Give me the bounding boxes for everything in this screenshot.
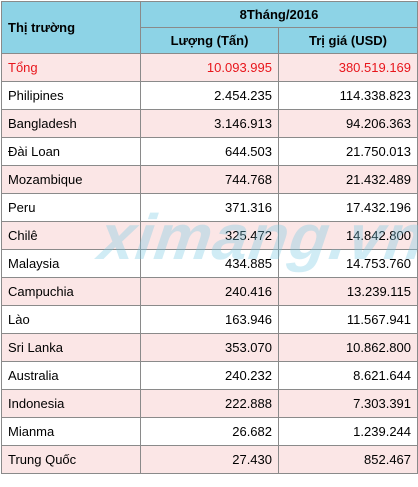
volume-column-header: Lượng (Tấn) [140, 27, 279, 54]
value-cell: 7.303.391 [277, 389, 418, 418]
value-cell: 13.239.115 [277, 277, 418, 306]
value-cell: 114.338.823 [277, 81, 418, 110]
volume-cell: 10.093.995 [140, 53, 279, 82]
table-row: Trung Quốc 27.430 852.467 [1, 445, 418, 474]
value-cell: 852.467 [277, 445, 418, 474]
table-row: Mozambique 744.768 21.432.489 [1, 165, 418, 194]
market-cell: Mianma [1, 417, 141, 446]
volume-cell: 240.232 [140, 361, 279, 390]
period-header: 8Tháng/2016 [139, 1, 418, 28]
table-row: Đài Loan 644.503 21.750.013 [1, 137, 418, 166]
volume-cell: 240.416 [140, 277, 279, 306]
market-cell: Peru [1, 193, 141, 222]
market-cell: Bangladesh [1, 109, 141, 138]
market-cell: Philipines [1, 81, 141, 110]
volume-cell: 744.768 [140, 165, 279, 194]
total-row: Tổng 10.093.995 380.519.169 [1, 53, 418, 82]
volume-cell: 3.146.913 [140, 109, 279, 138]
table-row: Peru 371.316 17.432.196 [1, 193, 418, 222]
value-cell: 14.842.800 [277, 221, 418, 250]
value-column-header: Trị giá (USD) [277, 27, 418, 54]
market-cell: Malaysia [1, 249, 141, 278]
volume-cell: 644.503 [140, 137, 279, 166]
volume-cell: 163.946 [140, 305, 279, 334]
value-cell: 10.862.800 [277, 333, 418, 362]
market-cell: Indonesia [1, 389, 141, 418]
market-cell: Tổng [1, 53, 141, 82]
table-row: Chilê 325.472 14.842.800 [1, 221, 418, 250]
volume-cell: 26.682 [140, 417, 279, 446]
value-cell: 14.753.760 [277, 249, 418, 278]
export-market-table: Thị trường 8Tháng/2016 Lượng (Tấn) Trị g… [1, 1, 418, 474]
value-cell: 8.621.644 [277, 361, 418, 390]
value-cell: 17.432.196 [277, 193, 418, 222]
table-row: Campuchia 240.416 13.239.115 [1, 277, 418, 306]
value-cell: 94.206.363 [277, 109, 418, 138]
table-row: Bangladesh 3.146.913 94.206.363 [1, 109, 418, 138]
market-cell: Sri Lanka [1, 333, 141, 362]
value-cell: 380.519.169 [277, 53, 418, 82]
table-body: Tổng 10.093.995 380.519.169 Philipines 2.454… [1, 53, 418, 474]
market-cell: Lào [1, 305, 141, 334]
volume-cell: 2.454.235 [140, 81, 279, 110]
table-row: Australia 240.232 8.621.644 [1, 361, 418, 390]
table-row: Lào 163.946 11.567.941 [1, 305, 418, 334]
table-row: Indonesia 222.888 7.303.391 [1, 389, 418, 418]
volume-cell: 222.888 [140, 389, 279, 418]
table-row: Sri Lanka 353.070 10.862.800 [1, 333, 418, 362]
volume-cell: 27.430 [140, 445, 279, 474]
market-column-header: Thị trường [1, 1, 141, 54]
volume-cell: 434.885 [140, 249, 279, 278]
value-cell: 21.750.013 [277, 137, 418, 166]
market-cell: Campuchia [1, 277, 141, 306]
volume-cell: 325.472 [140, 221, 279, 250]
table-row: Mianma 26.682 1.239.244 [1, 417, 418, 446]
market-cell: Đài Loan [1, 137, 141, 166]
volume-cell: 353.070 [140, 333, 279, 362]
value-cell: 21.432.489 [277, 165, 418, 194]
volume-cell: 371.316 [140, 193, 279, 222]
value-cell: 11.567.941 [277, 305, 418, 334]
market-cell: Chilê [1, 221, 141, 250]
market-cell: Australia [1, 361, 141, 390]
table-row: Philipines 2.454.235 114.338.823 [1, 81, 418, 110]
market-cell: Mozambique [1, 165, 141, 194]
market-cell: Trung Quốc [1, 445, 141, 474]
value-cell: 1.239.244 [277, 417, 418, 446]
table-row: Malaysia 434.885 14.753.760 [1, 249, 418, 278]
